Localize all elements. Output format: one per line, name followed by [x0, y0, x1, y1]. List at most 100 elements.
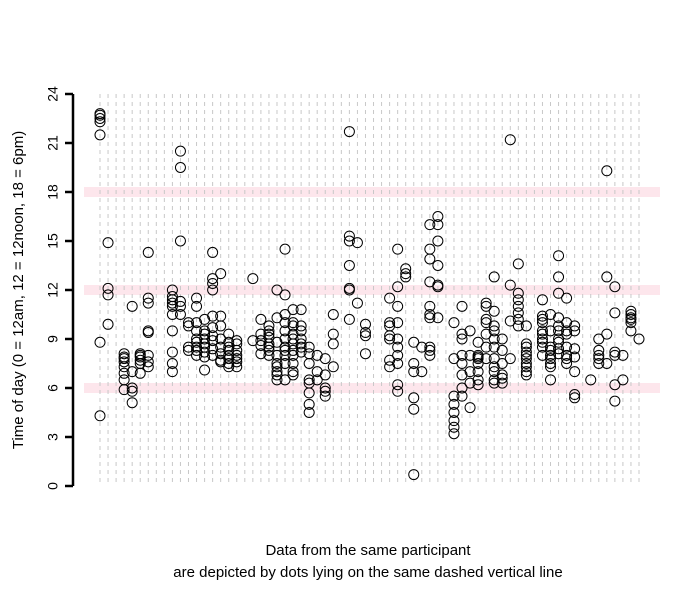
data-point [432, 312, 444, 324]
data-point [343, 313, 355, 325]
data-point [319, 390, 331, 402]
data-point [569, 366, 581, 378]
data-point [593, 344, 605, 356]
data-point [174, 145, 186, 157]
data-point [118, 384, 130, 396]
data-point [504, 315, 516, 327]
data-point [609, 349, 621, 361]
data-point [456, 390, 468, 402]
data-point [102, 318, 114, 330]
data-point [545, 349, 557, 361]
data-point [569, 320, 581, 332]
data-point [215, 356, 227, 368]
data-point [561, 325, 573, 337]
data-point [327, 309, 339, 320]
data-point [191, 325, 203, 337]
data-point [102, 289, 114, 301]
data-point [287, 366, 299, 378]
data-point [625, 325, 637, 337]
data-point [408, 366, 420, 378]
data-point [424, 253, 436, 265]
data-point [166, 346, 178, 358]
data-point [279, 243, 291, 255]
data-point [512, 307, 524, 319]
data-point [520, 320, 532, 332]
data-point [561, 341, 573, 353]
data-point [271, 358, 283, 369]
data-point [247, 273, 259, 285]
data-point [94, 410, 106, 422]
data-point [263, 344, 275, 356]
data-point [480, 317, 492, 329]
data-point [207, 273, 219, 285]
data-point [488, 320, 500, 332]
data-point [520, 353, 532, 365]
data-point [625, 313, 637, 325]
data-point [512, 287, 524, 299]
data-point [207, 349, 219, 361]
data-point [182, 341, 194, 353]
data-point [279, 374, 291, 386]
data-point [480, 300, 492, 312]
data-point [625, 309, 637, 320]
data-point [215, 341, 227, 353]
data-point [295, 341, 307, 353]
data-point [166, 358, 178, 369]
data-point [166, 366, 178, 378]
data-point [343, 126, 355, 138]
data-point [207, 335, 219, 347]
data-point [295, 338, 307, 350]
data-point [271, 336, 283, 348]
data-point [561, 292, 573, 304]
data-point [311, 349, 323, 361]
data-point [303, 358, 315, 369]
data-point [207, 322, 219, 334]
data-point [295, 333, 307, 345]
data-point [520, 338, 532, 350]
data-point [392, 333, 404, 345]
data-point [94, 129, 106, 141]
data-point [287, 349, 299, 361]
data-point [536, 325, 548, 337]
participant-gridlines [99, 94, 640, 486]
data-point [553, 325, 565, 337]
data-point [448, 415, 460, 427]
data-point [191, 336, 203, 348]
data-point [536, 333, 548, 345]
data-point [327, 338, 339, 350]
data-point [464, 366, 476, 378]
data-point [456, 328, 468, 340]
data-point [343, 235, 355, 247]
data-point [319, 382, 331, 394]
data-point [255, 328, 267, 340]
data-point [496, 358, 508, 369]
data-point [536, 349, 548, 361]
data-point [593, 358, 605, 369]
data-point [271, 349, 283, 361]
data-point [520, 358, 532, 369]
data-point [142, 361, 154, 373]
data-point [182, 317, 194, 329]
data-point [287, 333, 299, 345]
data-point [633, 333, 645, 345]
data-point [319, 353, 331, 365]
data-point [408, 392, 420, 404]
data-point [207, 246, 219, 258]
data-point [295, 346, 307, 358]
data-point [569, 389, 581, 401]
data-point [134, 367, 146, 379]
data-point [207, 343, 219, 355]
data-point [255, 313, 267, 325]
data-point [601, 358, 613, 369]
y-tick-label: 12 [45, 282, 61, 298]
data-point [271, 361, 283, 373]
data-point [480, 297, 492, 309]
data-point [207, 284, 219, 296]
data-point [279, 358, 291, 369]
data-point [207, 330, 219, 342]
data-point [94, 336, 106, 348]
data-point [207, 277, 219, 289]
data-point [569, 351, 581, 363]
data-point [432, 211, 444, 222]
data-point [545, 325, 557, 337]
